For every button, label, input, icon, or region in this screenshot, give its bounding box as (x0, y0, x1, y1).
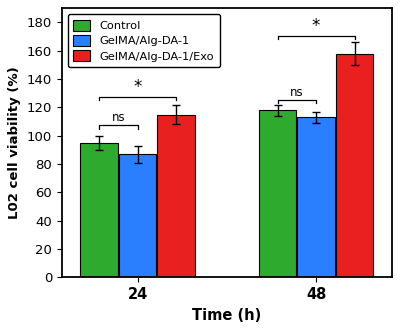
Text: *: * (312, 17, 320, 35)
Bar (259, 110, 296, 277)
Text: *: * (133, 78, 142, 96)
Bar (80, 143, 118, 277)
Bar (336, 54, 373, 277)
Text: ns: ns (112, 112, 125, 124)
Text: ns: ns (290, 86, 304, 99)
Bar (157, 115, 195, 277)
X-axis label: Time (h): Time (h) (192, 308, 262, 323)
Legend: Control, GelMA/Alg-DA-1, GelMA/Alg-DA-1/Exo: Control, GelMA/Alg-DA-1, GelMA/Alg-DA-1/… (68, 14, 220, 68)
Bar (298, 118, 335, 277)
Y-axis label: L02 cell viability (%): L02 cell viability (%) (8, 67, 21, 219)
Bar (119, 154, 156, 277)
